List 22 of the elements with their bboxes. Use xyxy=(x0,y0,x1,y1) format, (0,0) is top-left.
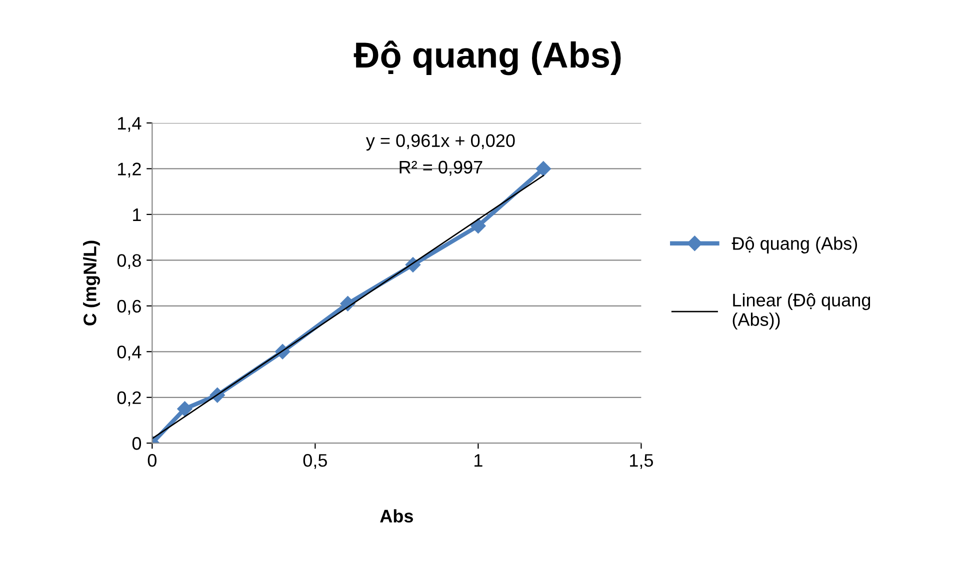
x-tick-label: 0,5 xyxy=(303,454,327,469)
y-tick-label: 0,6 xyxy=(117,300,141,315)
x-tick-label: 0 xyxy=(148,454,156,467)
x-tick-label: 1,5 xyxy=(630,454,653,469)
y-tick-label: 0,4 xyxy=(117,346,142,360)
y-tick-label: 1,2 xyxy=(118,162,141,178)
x-tick-label: 1 xyxy=(474,454,482,467)
legend-label: Linear (Độ quang (Abs)) xyxy=(732,293,870,330)
y-tick-label: 1 xyxy=(133,208,141,221)
point xyxy=(177,401,192,416)
y-tick-label: 0,8 xyxy=(117,254,141,270)
y-tick-label: 0,2 xyxy=(117,391,141,406)
legend-label: Độ quang (Abs) xyxy=(732,236,858,254)
y-tick-label: 0 xyxy=(132,437,142,450)
x-axis-title: Abs xyxy=(380,509,413,523)
y-axis-title: C (mgN/L) xyxy=(83,240,100,326)
point xyxy=(470,218,486,234)
annotation: y = 0,961x + 0,020 xyxy=(366,134,515,151)
point xyxy=(536,161,551,176)
y-tick-label: 1,4 xyxy=(118,117,142,132)
annotation: R² = 0,997 xyxy=(400,160,482,176)
chart-title: Độ quang (Abs) xyxy=(354,40,621,76)
